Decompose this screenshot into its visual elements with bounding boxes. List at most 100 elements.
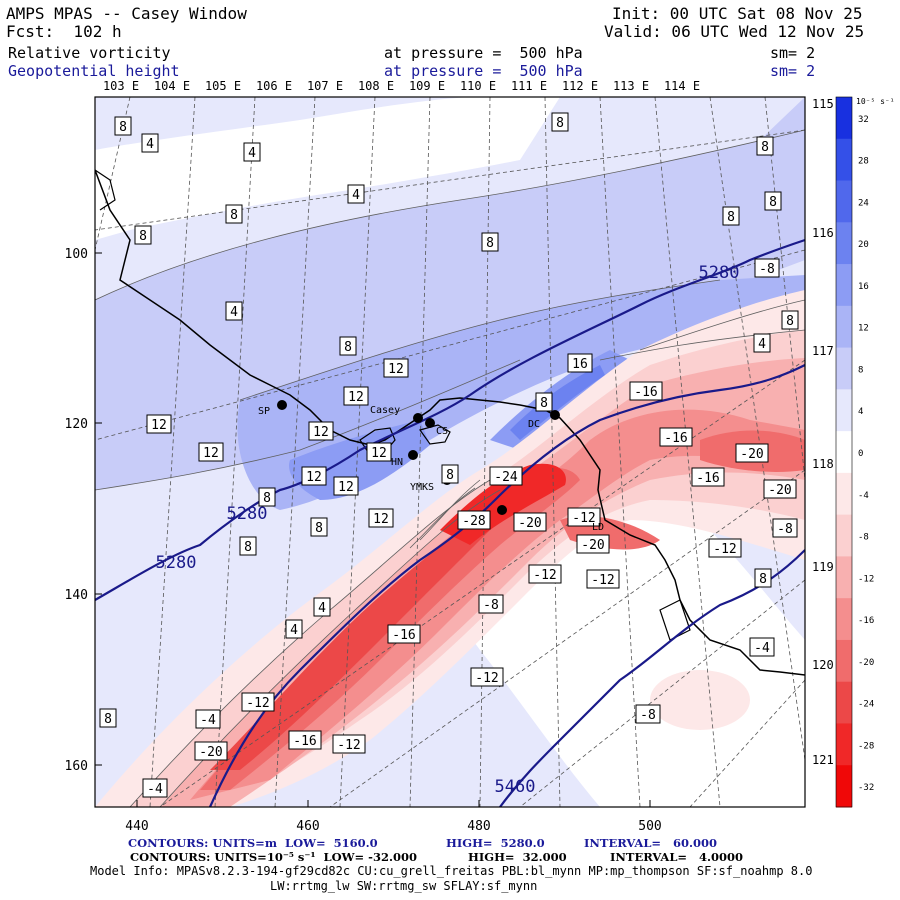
vorticity-label-box (239, 536, 257, 556)
colorbar-swatch (836, 347, 852, 390)
vorticity-label-box (301, 466, 327, 486)
vorticity-label-box (195, 709, 221, 729)
colorbar-swatch (836, 180, 852, 223)
vorticity-label: 8 (540, 396, 548, 411)
vorticity-label-box (194, 741, 228, 761)
height-contour-label: 5280 (227, 504, 268, 524)
vorticity-label: 8 (759, 572, 767, 587)
vorticity-label: 12 (338, 480, 354, 495)
colorbar-swatch (836, 598, 852, 641)
coastline (95, 169, 116, 211)
vorticity-labels: 8 4 4 8 8 4 8 8 8 8 4 8 8 12 12 12 12 12 12 12 12 8 4 -8 12 16 -20… (99, 112, 799, 798)
vorticity-label-box (722, 206, 740, 226)
vorticity-label-box (481, 232, 499, 252)
vorticity-label: -28 (462, 514, 485, 529)
vorticity-label-box (691, 467, 725, 487)
vorticity-label: 12 (348, 390, 364, 405)
vorticity-label-box (754, 568, 772, 588)
vorticity-label: -12 (246, 696, 269, 711)
vorticity-label: 8 (263, 491, 271, 506)
vorticity-label: -16 (392, 628, 415, 643)
vorticity-label-box (333, 476, 359, 496)
vorticity-label: 4 (318, 601, 326, 616)
vorticity-label: 12 (388, 362, 404, 377)
vorticity-label-box (441, 464, 459, 484)
grid-line (95, 249, 805, 441)
field1-smoothing: sm= 2 (770, 44, 816, 62)
vorticity-contour-interval: INTERVAL= 4.0000 (610, 850, 744, 864)
colorbar-swatch (836, 472, 852, 516)
vorticity-label: 12 (203, 446, 219, 461)
vorticity-label: -12 (533, 568, 556, 583)
vorticity-label: 4 (290, 623, 298, 638)
vorticity-label-box (708, 538, 742, 558)
vorticity-label: 4 (230, 305, 238, 320)
grid-line (329, 469, 805, 807)
vorticity-label: -8 (777, 522, 793, 537)
y-tick-label: 160 (65, 759, 88, 774)
vorticity-label: 8 (446, 468, 454, 483)
vorticity-label-box (225, 204, 243, 224)
colorbar-swatch (836, 681, 852, 724)
vorticity-label-box (478, 594, 504, 614)
x-tick-label: 440 (125, 819, 148, 834)
station-label: DC (528, 419, 540, 430)
vorticity-label-box (313, 597, 331, 617)
vorticity-label-box (347, 184, 365, 204)
grid-line (409, 97, 431, 807)
vorticity-label: 8 (119, 120, 127, 135)
plot-frame (94, 96, 806, 808)
vorticity-label-box (763, 479, 797, 499)
height-contour-high: HIGH= 5280.0 (446, 836, 545, 850)
vorticity-label: -20 (768, 483, 791, 498)
vorticity-positive-region (510, 365, 605, 440)
vorticity-label-box (635, 704, 661, 724)
vorticity-label-box (567, 353, 593, 373)
colorbar-label: -8 (858, 533, 869, 543)
colorbar-swatch (836, 222, 852, 265)
station-marker (425, 418, 435, 428)
vorticity-label-box (241, 692, 275, 712)
colorbar-label: 0 (858, 449, 863, 459)
height-contour-info: CONTOURS: UNITS=m LOW= 5160.0 (128, 836, 378, 850)
vorticity-label-box (225, 301, 243, 321)
vorticity-label-box (288, 730, 322, 750)
vorticity-label: -16 (664, 431, 687, 446)
vorticity-label: -16 (634, 385, 657, 400)
station-label: CS (436, 426, 448, 437)
vorticity-label-box (99, 708, 117, 728)
y-tick-label: 120 (65, 417, 88, 432)
top-longitude-label: 114 E (664, 79, 700, 93)
grid-line (689, 679, 805, 807)
vorticity-zero-region (95, 97, 560, 240)
vorticity-label: -16 (696, 471, 719, 486)
colorbar-swatch (836, 389, 852, 432)
y-tick-label: 140 (65, 588, 88, 603)
vorticity-label: 8 (556, 116, 564, 131)
vorticity-label-box (513, 512, 547, 532)
vorticity-label-box (754, 258, 780, 278)
vorticity-zero-region (650, 670, 750, 730)
colorbar-label: -24 (858, 700, 874, 710)
colorbar-swatch (836, 639, 852, 683)
colorbar-label: -4 (858, 491, 869, 501)
vorticity-label-box (332, 734, 366, 754)
colorbar-swatch (836, 765, 852, 808)
vorticity-label: -20 (518, 516, 541, 531)
station-marker (408, 450, 418, 460)
vorticity-label: -4 (200, 713, 216, 728)
vorticity-label: -16 (293, 734, 316, 749)
colorbar-label: -16 (858, 616, 874, 626)
station-marker (497, 505, 507, 515)
colorbar-label: -12 (858, 574, 874, 584)
field2-smoothing: sm= 2 (770, 62, 816, 80)
vorticity-positive-region (100, 300, 180, 355)
colorbar-unit: 10⁻⁵ s⁻¹ (856, 97, 895, 106)
vorticity-label-box (198, 442, 224, 462)
vorticity-label-box (141, 133, 159, 153)
vorticity-label-box (258, 487, 276, 507)
top-longitude-label: 104 E (154, 79, 190, 93)
station-marker (277, 400, 287, 410)
vorticity-label: 8 (315, 521, 323, 536)
